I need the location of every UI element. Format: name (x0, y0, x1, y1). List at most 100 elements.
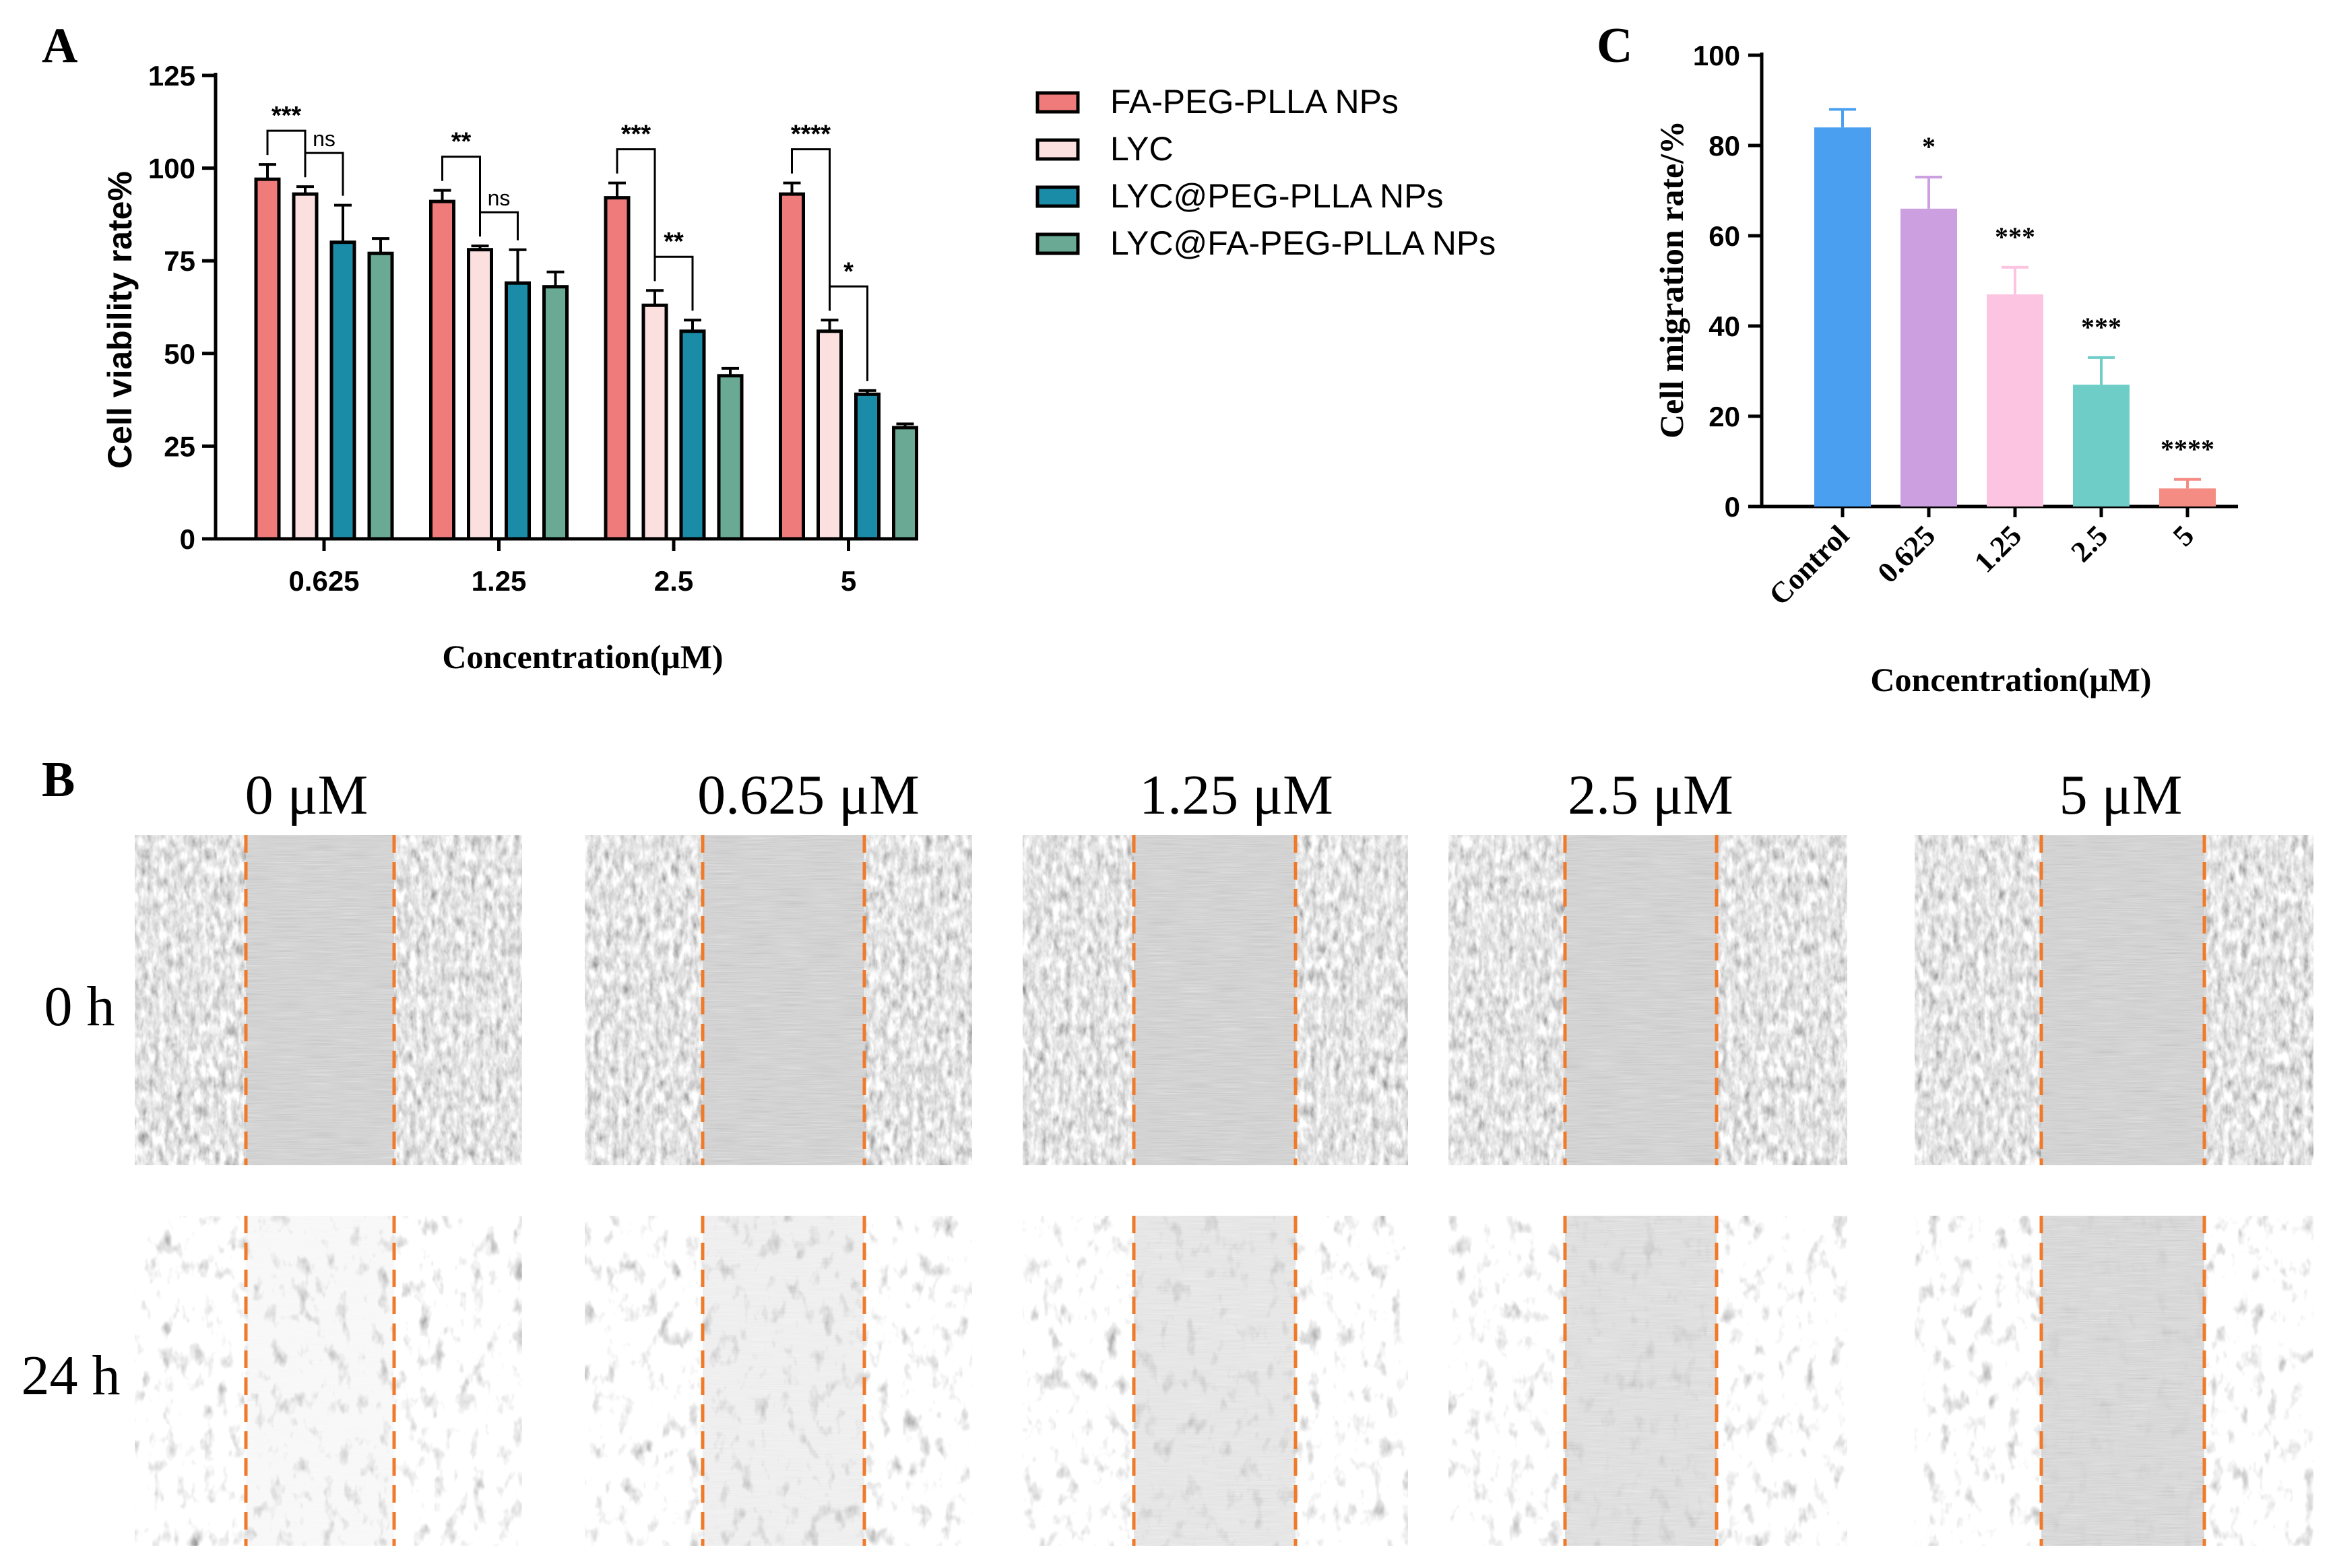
y-tick-label: 100 (1693, 40, 1740, 71)
x-tick-label: 2.5 (654, 565, 693, 597)
bar (679, 329, 706, 541)
significance-label: * (1922, 131, 1936, 162)
column-label: 5 μM (2059, 764, 2183, 826)
column-label: 0 μM (245, 764, 369, 826)
legend-label: LYC@PEG-PLLA NPs (1110, 177, 1443, 215)
bar (505, 281, 531, 541)
viability-bars (254, 163, 918, 541)
bar (1900, 208, 1957, 507)
significance-label: **** (791, 121, 831, 149)
significance-bracket (616, 148, 656, 282)
significance-bracket (304, 152, 344, 196)
bar (854, 392, 881, 541)
legend-label: LYC@FA-PEG-PLLA NPs (1110, 224, 1496, 262)
micrograph (135, 1216, 522, 1546)
bar (717, 374, 744, 541)
significance-label: ns (313, 127, 335, 151)
bar (329, 240, 356, 541)
scratch-assay-grid: 0 μM 0.625 μM 1.25 μM 2.5 μM 5 μM 0 h 24 h (22, 764, 2313, 1546)
bar (779, 192, 805, 541)
migration-y-axis-label: Cell migration rate/% (1653, 121, 1690, 438)
legend-swatch (1035, 138, 1080, 161)
viability-x-axis-label: Concentration(μM) (442, 638, 723, 676)
y-tick-label: 20 (1708, 401, 1740, 432)
bar (292, 192, 319, 541)
scratch-gap (703, 1216, 864, 1546)
significance-label: *** (2081, 312, 2121, 342)
viability-y-axis-label: Cell viability rate% (101, 171, 139, 469)
panel-label-b: B (42, 752, 75, 808)
panel-label-a: A (42, 18, 77, 73)
micrograph (585, 1216, 972, 1546)
scratch-gap (246, 835, 394, 1165)
significance-bracket (479, 211, 519, 240)
y-tick-label: 125 (148, 60, 195, 92)
x-tick-label: 0.625 (1871, 519, 1942, 589)
significance-bracket (653, 255, 694, 311)
y-tick-label: 80 (1708, 130, 1740, 162)
bar (467, 248, 493, 541)
x-tick-label: Control (1762, 519, 1855, 612)
scratch-gap (703, 835, 864, 1165)
significance-bracket (266, 129, 307, 178)
micrograph (1448, 1216, 1847, 1546)
significance-label: * (843, 257, 854, 286)
significance-bracket (829, 285, 868, 381)
bar (542, 285, 569, 541)
y-tick-label: 0 (1725, 491, 1740, 523)
micrograph (1915, 1216, 2313, 1546)
significance-label: ns (488, 186, 511, 210)
micrograph (135, 835, 522, 1165)
legend-swatch (1035, 91, 1080, 114)
x-tick-label: 0.625 (288, 565, 359, 597)
migration-bars: *********** (1814, 108, 2216, 507)
x-tick-label: 1.25 (472, 565, 527, 597)
bar (254, 177, 281, 541)
scratch-gap (1134, 835, 1296, 1165)
panel-label-c: C (1597, 18, 1632, 73)
bar (1987, 294, 2043, 507)
x-tick-label: 2.5 (2065, 519, 2115, 568)
column-label: 2.5 μM (1568, 764, 1733, 826)
significance-label: **** (2161, 434, 2214, 464)
legend-swatch (1035, 232, 1080, 255)
viability-legend: FA-PEG-PLLA NPs LYC LYC@PEG-PLLA NPs LYC@FA… (1035, 83, 1496, 262)
y-tick-label: 50 (164, 338, 195, 370)
scratch-gap (2041, 1216, 2204, 1546)
column-label: 0.625 μM (697, 764, 920, 826)
bar (367, 251, 394, 541)
significance-label: ** (451, 128, 472, 156)
y-tick-label: 25 (164, 430, 195, 462)
x-tick-label: 5 (2167, 519, 2200, 552)
micrograph (1915, 835, 2313, 1165)
legend-label: LYC (1110, 130, 1174, 168)
scratch-gap (1565, 835, 1717, 1165)
migration-x-axis-label: Concentration(μM) (1870, 661, 2151, 698)
viability-axes: 0 25 50 75 100 125 0.625 1.25 2.5 5 (148, 60, 915, 597)
legend-label: FA-PEG-PLLA NPs (1110, 83, 1399, 121)
micrograph (1023, 835, 1408, 1165)
x-tick-label: 5 (841, 565, 856, 597)
micrograph (1448, 835, 1847, 1165)
y-tick-label: 100 (148, 153, 195, 185)
bar (604, 196, 631, 541)
significance-bracket (441, 156, 481, 237)
scratch-gap (246, 1216, 394, 1546)
y-tick-label: 40 (1708, 311, 1740, 342)
significance-label: ** (664, 228, 684, 256)
y-tick-label: 75 (164, 245, 195, 277)
significance-label: *** (1995, 222, 2035, 252)
significance-label: *** (271, 102, 302, 130)
y-tick-label: 60 (1708, 220, 1740, 252)
scratch-gap (1134, 1216, 1296, 1546)
bar (2073, 385, 2130, 507)
migration-axes: 0 20 40 60 80 100 Control 0.625 1.25 2.5 5 (1693, 40, 2238, 612)
micrograph (1023, 1216, 1408, 1546)
bar (892, 426, 918, 541)
bar (817, 329, 843, 541)
significance-bracket (791, 148, 831, 311)
x-tick-label: 1.25 (1968, 519, 2028, 579)
